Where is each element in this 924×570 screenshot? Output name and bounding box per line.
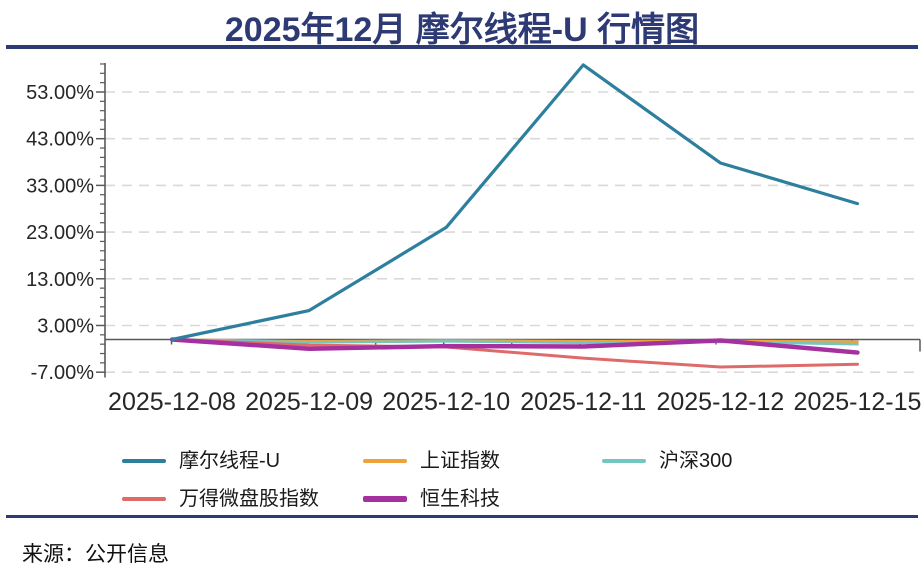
legend-item-hang-seng-tech: 恒生科技 [363,483,500,515]
legend-item-csi300: 沪深300 [602,445,732,477]
legend-label: 恒生科技 [420,488,500,510]
x-axis-tick-label: 2025-12-09 [245,388,373,416]
legend-swatch [122,459,166,463]
legend-label: 摩尔线程-U [179,450,281,472]
legend-item-shanghai-index: 上证指数 [363,445,500,477]
legend-swatch [122,497,166,501]
series-lines-group [169,63,860,369]
legend-swatch [363,496,407,502]
x-axis-labels-group: 2025-12-08 2025-12-09 2025-12-10 2025-12-11… [108,388,921,416]
y-axis-labels-group: 53.00% 43.00% 33.00% 23.00% 13.00% 3.00% -7.00… [26,82,94,384]
series-line-0 [170,63,860,342]
legend-label: 上证指数 [420,450,500,472]
x-axis-tick-label: 2025-12-11 [520,388,646,416]
legend-label: 沪深300 [659,450,733,472]
x-axis-tick-label: 2025-12-08 [108,388,236,416]
legend-item-wind-micro-cap: 万得微盘股指数 [122,483,319,515]
chart-title: 2025年12月 摩尔线程-U 行情图 [224,11,700,49]
gridlines-group [105,91,920,373]
footer-divider [6,515,918,518]
series-line-3 [170,338,859,369]
legend-label: 万得微盘股指数 [179,488,319,510]
legend-item-moore-threads: 摩尔线程-U [122,445,280,477]
y-axis-tick-label: 23.00% [26,222,94,244]
y-axis-tick-label: 53.00% [26,82,94,104]
y-axis-tick-label: 13.00% [26,269,94,291]
x-axis-tick-label: 2025-12-10 [382,388,510,416]
y-axis-tick-label: 33.00% [26,175,94,197]
x-axis-tick-label: 2025-12-12 [656,388,784,416]
x-axis-tick-label: 2025-12-15 [794,388,922,416]
source-note: 来源：公开信息 [22,543,169,566]
series-line-4 [169,337,860,355]
legend-swatch [363,459,407,463]
legend-swatch [602,459,646,463]
y-axis-tick-label: -7.00% [31,362,95,384]
title-divider [6,45,918,49]
y-axis-tick-label: 3.00% [37,315,94,337]
y-axis-tick-label: 43.00% [26,129,94,151]
